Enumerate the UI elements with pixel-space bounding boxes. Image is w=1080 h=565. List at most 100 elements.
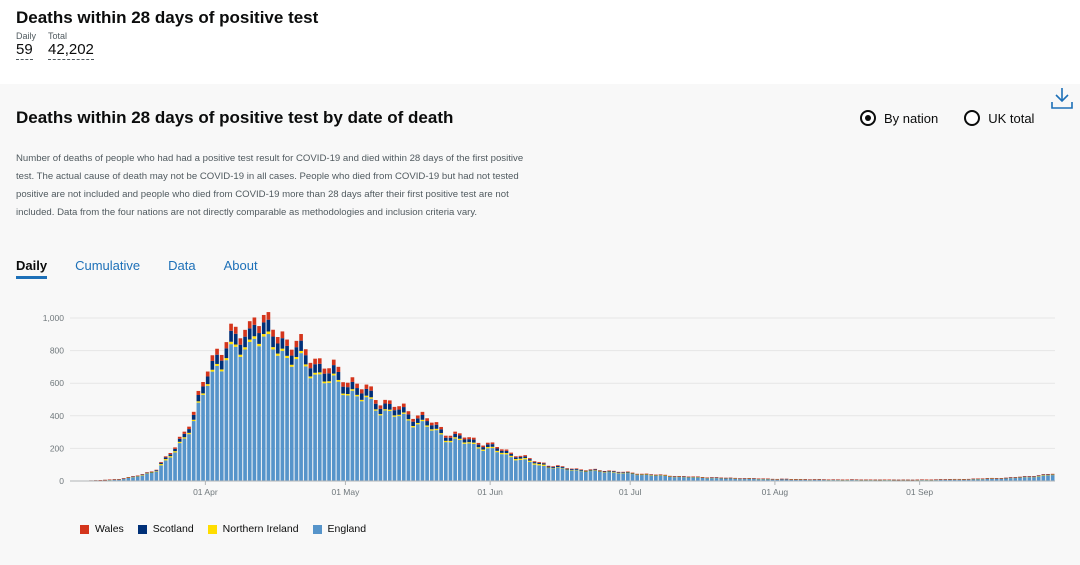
bar-northern-ireland <box>635 474 640 476</box>
bar-scotland <box>541 463 546 465</box>
bar-wales <box>523 455 527 457</box>
y-tick-label: 600 <box>50 378 64 388</box>
bar-northern-ireland <box>345 394 350 396</box>
bar-wales <box>934 479 938 480</box>
bar-scotland <box>1046 474 1050 475</box>
bar-england <box>724 478 728 481</box>
bar-england <box>719 478 724 481</box>
bar-northern-ireland <box>644 474 649 475</box>
bar-wales <box>761 478 766 479</box>
bar-northern-ireland <box>359 399 364 402</box>
bar-england <box>145 473 149 481</box>
bar-northern-ireland <box>556 467 560 468</box>
bar-england <box>1022 476 1027 481</box>
kpi-total-value[interactable]: 42,202 <box>48 41 94 60</box>
bar-wales <box>1032 476 1036 477</box>
bar-wales <box>177 436 182 439</box>
bar-wales <box>691 476 696 477</box>
bar-scotland <box>415 418 420 423</box>
bar-england <box>425 426 429 481</box>
bar-england <box>378 415 383 481</box>
bar-wales <box>686 476 691 478</box>
x-tick-label: 01 Aug <box>762 487 789 497</box>
bar-wales <box>696 476 700 477</box>
bar-wales <box>117 479 121 480</box>
tab-daily[interactable]: Daily <box>16 258 48 279</box>
bar-wales <box>201 381 205 387</box>
bar-scotland <box>439 429 443 434</box>
tab-data[interactable]: Data <box>168 258 196 273</box>
bar-england <box>668 476 672 481</box>
bar-northern-ireland <box>280 348 285 351</box>
chart-tabs: Daily Cumulative Data About <box>16 258 258 279</box>
bar-wales <box>579 469 584 470</box>
bar-scotland <box>173 448 177 452</box>
bar-scotland <box>215 354 219 364</box>
bar-scotland <box>247 328 252 340</box>
bar-england <box>672 476 677 481</box>
x-tick-label: 01 Sep <box>906 487 933 497</box>
bar-wales <box>252 317 257 325</box>
bar-england <box>420 421 425 481</box>
bar-wales <box>654 474 658 476</box>
bar-wales <box>714 477 719 478</box>
tab-cumulative[interactable]: Cumulative <box>75 258 141 273</box>
bar-wales <box>238 338 243 345</box>
bar-wales <box>574 468 579 469</box>
download-icon[interactable] <box>1050 86 1074 110</box>
bar-wales <box>387 400 392 405</box>
bar-wales <box>187 426 191 430</box>
bar-wales <box>126 477 131 478</box>
bar-scotland <box>626 471 630 473</box>
bar-scotland <box>579 469 584 471</box>
bar-wales <box>658 474 663 475</box>
legend-label-england: England <box>327 523 367 535</box>
bar-northern-ireland <box>598 471 602 472</box>
bar-scotland <box>556 465 560 468</box>
bar-wales <box>621 471 626 473</box>
bar-england <box>275 355 280 481</box>
bar-scotland <box>635 474 640 475</box>
bar-northern-ireland <box>434 428 439 431</box>
bar-northern-ireland <box>443 440 448 443</box>
bar-england <box>966 479 971 481</box>
bar-scotland <box>593 469 598 471</box>
bar-northern-ireland <box>350 389 355 391</box>
bar-wales <box>159 461 163 463</box>
bar-scotland <box>373 403 378 410</box>
bar-northern-ireland <box>415 422 420 425</box>
bar-northern-ireland <box>658 475 663 476</box>
bar-wales <box>971 478 976 480</box>
bar-wales <box>962 479 966 480</box>
bar-wales <box>784 478 789 480</box>
bar-england <box>140 475 145 481</box>
bar-wales <box>182 431 187 434</box>
bar-scotland <box>210 360 215 370</box>
bar-england <box>845 479 850 481</box>
bar-wales <box>700 477 705 478</box>
radio-by-nation[interactable]: By nation <box>860 110 938 126</box>
kpi-daily-value[interactable]: 59 <box>16 41 33 60</box>
tab-about[interactable]: About <box>223 258 258 273</box>
bar-england <box>607 471 612 481</box>
bar-scotland <box>598 470 602 472</box>
bar-northern-ireland <box>173 451 177 453</box>
legend-label-wales: Wales <box>95 523 124 535</box>
bar-england <box>710 477 714 481</box>
bar-england <box>798 479 803 481</box>
bar-england <box>892 479 896 481</box>
bar-england <box>341 395 345 481</box>
bar-scotland <box>294 347 299 357</box>
radio-selected-icon[interactable] <box>860 110 876 126</box>
bar-england <box>714 477 719 481</box>
bar-wales <box>285 339 289 346</box>
bar-scotland <box>299 340 303 351</box>
bar-england <box>513 460 518 481</box>
radio-uk-total[interactable]: UK total <box>964 110 1034 126</box>
bar-england <box>191 421 196 481</box>
bar-england <box>598 471 602 481</box>
bar-northern-ireland <box>378 414 383 416</box>
bar-england <box>154 471 159 481</box>
radio-unselected-icon[interactable] <box>964 110 981 126</box>
bar-scotland <box>481 447 485 450</box>
